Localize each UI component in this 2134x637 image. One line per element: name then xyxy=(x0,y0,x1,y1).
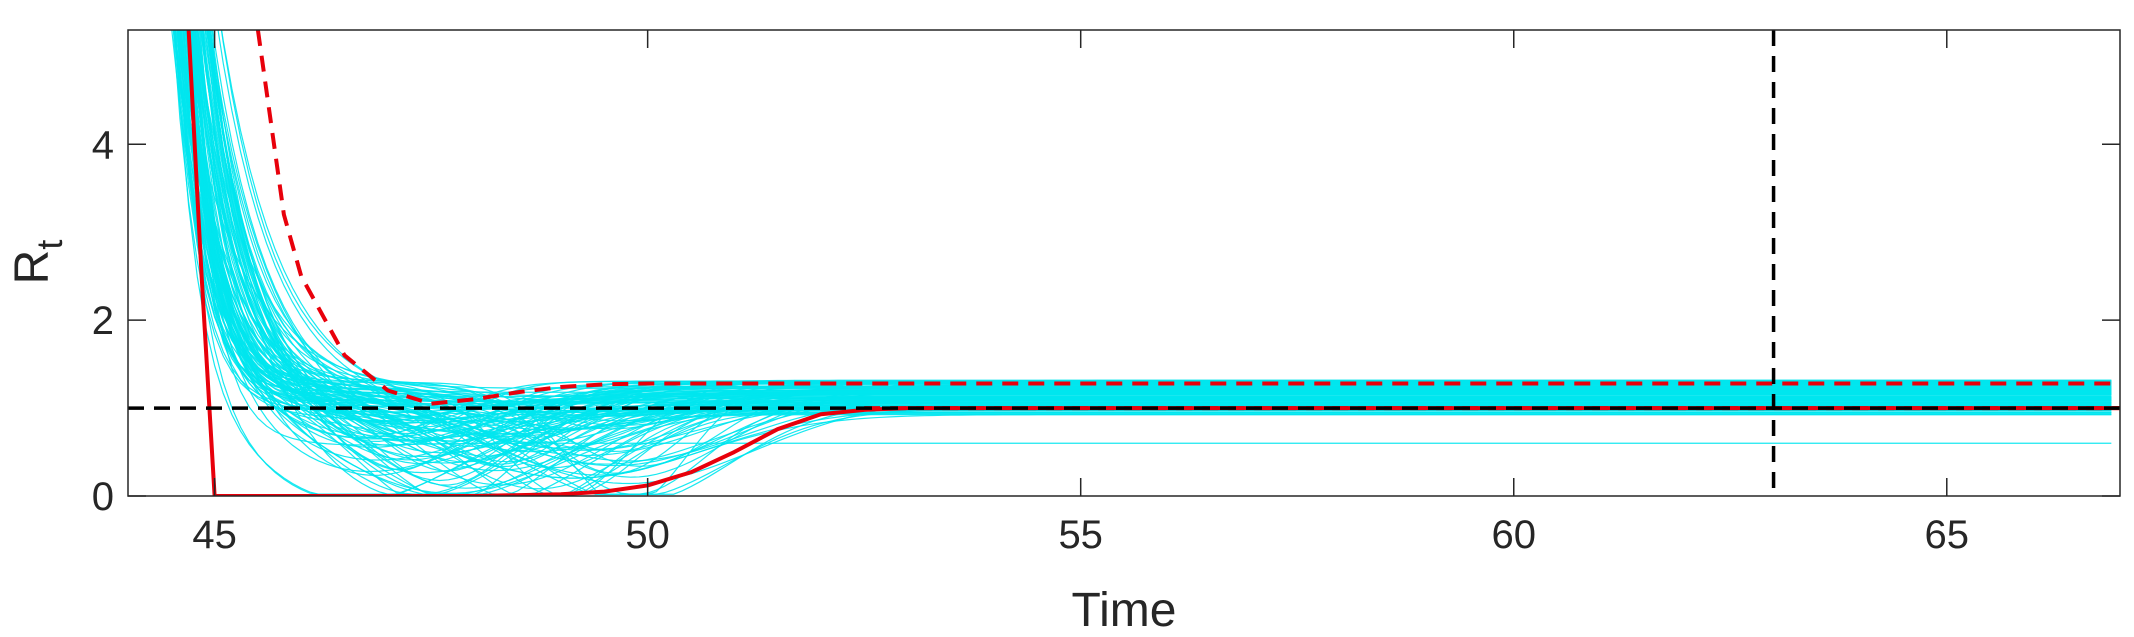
ensemble-line xyxy=(196,30,2112,447)
ensemble-line xyxy=(192,30,2112,438)
ensemble-line xyxy=(177,30,2112,426)
svg-text:Rt: Rt xyxy=(6,240,70,285)
red-dashed-line-1 xyxy=(255,30,2120,406)
ensemble-line xyxy=(171,30,2112,457)
ensemble-line xyxy=(206,30,2112,423)
ensemble-line xyxy=(220,30,2112,406)
ensemble-line xyxy=(173,30,2112,448)
y-axis-label: Rt xyxy=(6,240,70,285)
ensemble-line xyxy=(207,30,2112,393)
ensemble-line xyxy=(200,30,2112,442)
axis-labels: Time Rt xyxy=(6,240,1176,637)
ensemble-line xyxy=(199,30,2112,424)
ensemble-line xyxy=(209,30,2112,435)
ensemble-line xyxy=(207,30,2112,409)
x-tick-label: 50 xyxy=(625,513,670,557)
ensemble-line xyxy=(186,30,2112,417)
ensemble-line xyxy=(176,30,2112,419)
ensemble-line xyxy=(184,30,2112,442)
ensemble-line xyxy=(186,30,2112,495)
ensemble-line xyxy=(190,30,2112,446)
ensemble-line xyxy=(176,30,2112,439)
ensemble-line xyxy=(180,30,2112,435)
ensemble-line xyxy=(188,30,2112,422)
ensemble-line xyxy=(178,30,2112,425)
y-tick-label: 4 xyxy=(92,123,114,167)
ensemble-line xyxy=(205,30,2112,397)
ensemble-line xyxy=(211,30,2112,442)
ensemble-line xyxy=(210,30,2112,389)
ensemble-line xyxy=(202,30,2112,406)
ensemble-line xyxy=(183,30,2112,435)
ensemble-line xyxy=(194,30,2112,476)
ensemble-line xyxy=(185,30,2112,413)
ensemble-line xyxy=(187,30,2112,431)
ensemble-line xyxy=(197,30,2112,432)
ensemble-line xyxy=(190,30,2112,490)
ensemble-line xyxy=(173,30,2112,432)
x-tick-label: 65 xyxy=(1925,513,1970,557)
reference-lines xyxy=(128,30,2120,496)
ensemble-line xyxy=(190,30,2112,431)
ensemble-line xyxy=(193,30,2112,441)
ensemble-line xyxy=(190,30,2112,398)
ensemble-line xyxy=(193,30,2112,420)
ensemble-line xyxy=(200,30,2112,428)
ensemble-line xyxy=(191,30,2112,413)
ensemble-line xyxy=(178,30,2112,445)
ensemble-line xyxy=(177,30,2112,443)
y-tick-label: 0 xyxy=(92,475,114,519)
ensemble-line xyxy=(187,30,2112,401)
ensemble-line xyxy=(192,30,2112,435)
plot-frame xyxy=(127,29,2121,497)
y-axis-label-main: R xyxy=(6,250,59,285)
ensemble-line xyxy=(191,30,2112,429)
ensemble-line xyxy=(191,30,2112,442)
ensemble-line xyxy=(204,30,2112,422)
ensemble-line xyxy=(187,30,2112,403)
ensemble-line xyxy=(177,30,2112,403)
ensemble-line xyxy=(209,30,2112,439)
ensemble-lines xyxy=(171,30,2112,495)
ensemble-line xyxy=(207,30,2112,495)
ensemble-line xyxy=(183,30,2112,440)
ensemble-line xyxy=(202,30,2112,447)
ensemble-line xyxy=(194,30,2112,418)
ensemble-line xyxy=(201,30,2112,403)
ensemble-line xyxy=(184,30,2112,469)
ensemble-line xyxy=(206,30,2112,404)
ensemble-line xyxy=(176,30,2112,437)
ensemble-line xyxy=(188,30,2112,422)
ensemble-line xyxy=(180,30,2112,416)
ensemble-line xyxy=(190,30,2112,420)
y-axis-label-subscript: t xyxy=(29,240,70,250)
axes: 45 50 55 60 65 0 2 4 xyxy=(92,29,2121,557)
x-axis-label: Time xyxy=(1072,584,1177,637)
ensemble-line xyxy=(207,30,2112,424)
ensemble-line xyxy=(191,30,2112,408)
x-tick-label: 45 xyxy=(192,513,237,557)
x-tick-label: 60 xyxy=(1491,513,1536,557)
ensemble-line xyxy=(175,30,2112,444)
ensemble-line xyxy=(220,30,2112,430)
ensemble-line xyxy=(194,30,2112,438)
y-tick-label: 2 xyxy=(92,299,114,343)
ensemble-line xyxy=(182,30,2112,422)
ensemble-line xyxy=(186,30,2112,415)
x-tick-label: 55 xyxy=(1058,513,1103,557)
ensemble-line xyxy=(185,30,2112,417)
ensemble-line xyxy=(184,30,2112,430)
